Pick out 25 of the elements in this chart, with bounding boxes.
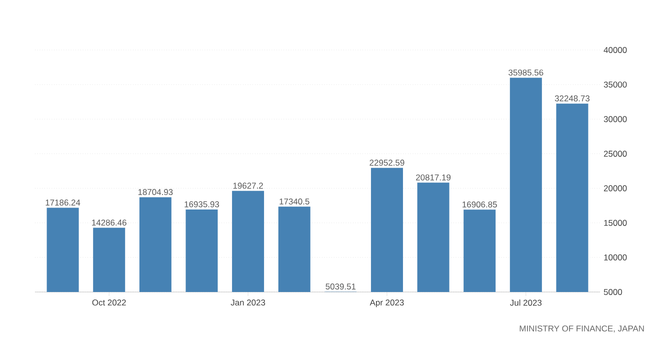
x-tick-label: Apr 2023 xyxy=(370,300,404,308)
y-tick-label: 25000 xyxy=(604,150,627,157)
data-label: 17186.24 xyxy=(46,200,80,206)
data-label: 19627.2 xyxy=(233,182,263,189)
data-label: 5039.51 xyxy=(326,284,356,290)
data-label: 22952.59 xyxy=(370,160,404,166)
x-tick-label: Jul 2023 xyxy=(510,300,542,306)
data-label: 16906.85 xyxy=(462,201,497,208)
text: MINISTRY OF FINANCE, JAPAN xyxy=(520,325,644,332)
x-tick-label: Jan 2023 xyxy=(230,300,266,306)
data-label: 32248.73 xyxy=(554,95,590,102)
data-label: 17340.5 xyxy=(280,198,310,204)
y-tick-label: 40000 xyxy=(604,47,627,53)
data-label: 18704.93 xyxy=(138,189,173,196)
y-tick-label: 30000 xyxy=(604,116,627,122)
y-tick-label: 10000 xyxy=(604,254,627,260)
data-label: 35985.56 xyxy=(508,70,544,76)
data-label: 20817.19 xyxy=(416,174,451,180)
x-tick-label: Oct 2022 xyxy=(92,300,126,306)
y-tick-label: 15000 xyxy=(604,220,627,226)
y-tick-label: 5000 xyxy=(604,289,622,295)
data-label: 16935.93 xyxy=(184,201,220,208)
y-tick-label: 35000 xyxy=(604,82,627,88)
data-label: 14286.46 xyxy=(92,220,126,226)
y-tick-label: 20000 xyxy=(604,185,627,192)
